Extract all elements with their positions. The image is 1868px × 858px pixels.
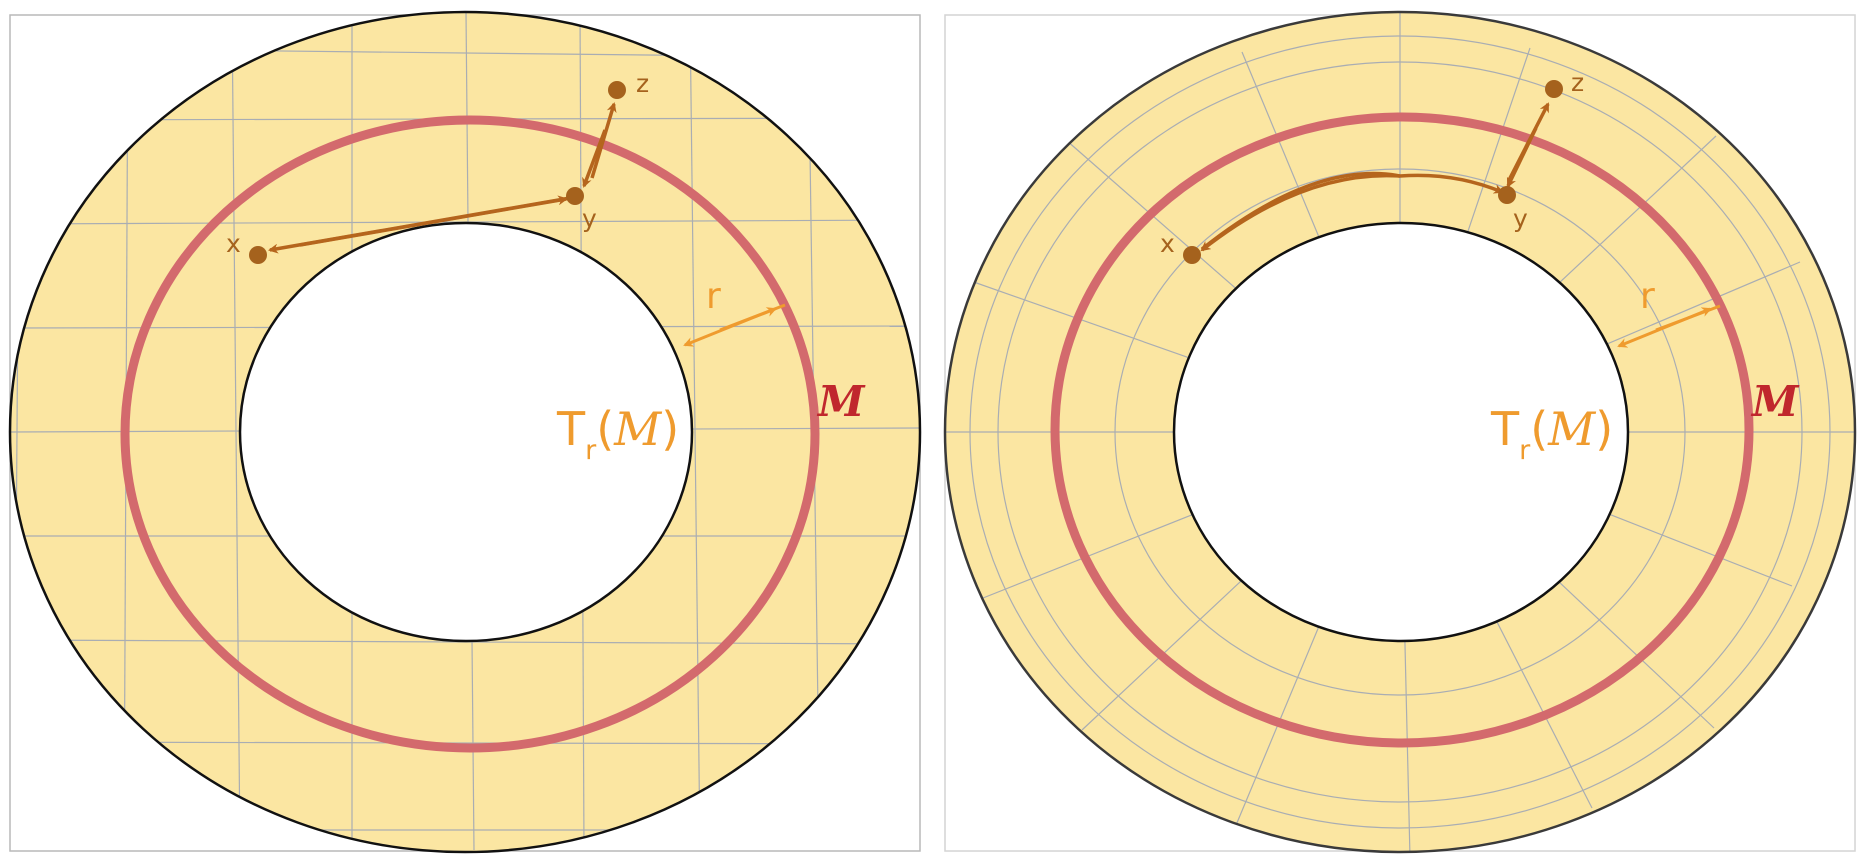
tube-label-open: (: [1530, 402, 1548, 456]
point-y: [1498, 186, 1516, 204]
outer-boundary: [943, 10, 1857, 854]
diagram-cartesian: x y z r Tr(M) M: [8, 10, 922, 854]
tube-label: Tr(M): [556, 402, 679, 466]
point-x: [1183, 246, 1201, 264]
point-y-label: y: [1513, 204, 1528, 233]
radius-arrow-head-inner: [683, 316, 753, 347]
inner-boundary: [238, 221, 694, 643]
point-z-label: z: [1571, 68, 1584, 97]
tube-label-arg: M: [1547, 402, 1597, 456]
manifold-label: M: [1750, 377, 1800, 426]
point-x-label: x: [226, 229, 241, 258]
diagram-polar: x y z r Tr(M) M: [943, 10, 1857, 854]
manifold-ring: [120, 115, 820, 753]
tube-label-arg: M: [613, 402, 663, 456]
tube-label-main: T: [1490, 402, 1520, 456]
tube-label-open: (: [596, 402, 614, 456]
tube-region: [945, 12, 1855, 852]
radius-arrow-head-outer: [751, 307, 777, 320]
arrow-x-to-y: [299, 195, 568, 247]
radius-arrow-head-outer: [1687, 307, 1712, 320]
point-z-label: z: [636, 69, 649, 98]
panel-cartesian: x y z r Tr(M) M: [8, 10, 922, 854]
tube-label-sub: r: [1519, 435, 1531, 466]
manifold-label: M: [816, 377, 866, 426]
arrow-z-to-y: [582, 129, 607, 188]
tube-label: Tr(M): [1490, 402, 1613, 466]
tube-label-main: T: [556, 402, 586, 456]
arrow-y-to-z: [590, 102, 617, 179]
outer-boundary: [8, 10, 922, 854]
radius-arrow-head-inner: [1617, 316, 1689, 348]
inner-boundary: [1172, 221, 1630, 643]
manifold-ring: [1050, 112, 1754, 748]
point-y-label: y: [582, 204, 597, 233]
point-x-label: x: [1160, 229, 1175, 258]
point-z: [608, 81, 626, 99]
radius-label: r: [706, 276, 721, 317]
panel-polar: x y z r Tr(M) M: [934, 0, 1868, 858]
tube-label-sub: r: [585, 435, 597, 466]
tube-label-close: ): [1595, 402, 1613, 456]
point-z: [1545, 80, 1563, 98]
tube-label-close: ): [661, 402, 679, 456]
arrow-z-to-y: [1506, 127, 1538, 188]
point-y: [566, 187, 584, 205]
radius-label: r: [1640, 276, 1655, 317]
geodesic-arrow-y-x: [1200, 173, 1401, 252]
point-x: [249, 246, 267, 264]
